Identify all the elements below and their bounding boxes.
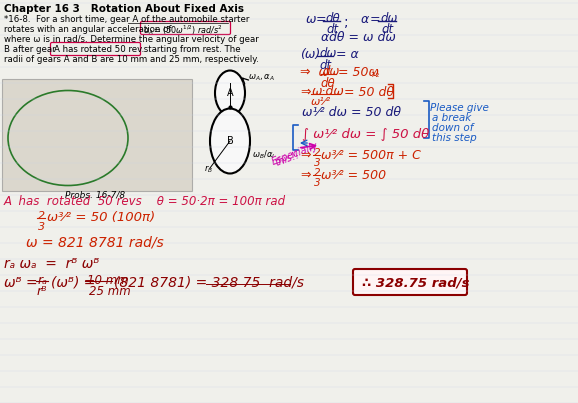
Text: 2: 2	[314, 148, 321, 158]
Text: dω: dω	[319, 47, 336, 60]
Text: 3: 3	[38, 222, 45, 232]
Text: =: =	[370, 13, 381, 26]
Text: ∫ ω¹⁄² dω = ∫ 50 dθ: ∫ ω¹⁄² dω = ∫ 50 dθ	[302, 127, 429, 140]
Text: = 50 dθ: = 50 dθ	[344, 86, 394, 99]
Text: dθ: dθ	[325, 12, 340, 25]
Text: Especially: Especially	[270, 141, 320, 167]
Text: dθ: dθ	[320, 77, 335, 90]
Text: A  has  rotated  50 revs    θ = 50·2π = 100π rad: A has rotated 50 revs θ = 50·2π = 100π r…	[4, 195, 286, 208]
Text: dω: dω	[322, 65, 339, 78]
Text: $\omega_B/\alpha_l$: $\omega_B/\alpha_l$	[252, 149, 275, 161]
Text: ∴ 328.75 rad/s: ∴ 328.75 rad/s	[362, 277, 469, 290]
Text: dω: dω	[380, 12, 397, 25]
Ellipse shape	[215, 71, 245, 116]
Text: ω·dω: ω·dω	[312, 85, 345, 98]
Text: ω³⁄² = 50 (100π): ω³⁄² = 50 (100π)	[47, 211, 155, 224]
Text: $r_B$: $r_B$	[204, 163, 213, 175]
Text: $\omega_A, \alpha_A$: $\omega_A, \alpha_A$	[248, 73, 275, 83]
Text: 3: 3	[314, 178, 321, 188]
Text: $\alpha$: $\alpha$	[360, 13, 370, 26]
Text: rᴮ: rᴮ	[37, 285, 47, 298]
Text: rotates with an angular acceleration of: rotates with an angular acceleration of	[4, 25, 172, 34]
Text: $\alpha_A = (50\omega^{1/2})$ rad/s$^2$: $\alpha_A = (50\omega^{1/2})$ rad/s$^2$	[143, 23, 223, 37]
Ellipse shape	[210, 108, 250, 174]
Text: Probs. 16-7/8: Probs. 16-7/8	[65, 190, 125, 199]
Text: dt: dt	[326, 23, 338, 36]
Text: 2: 2	[38, 211, 45, 221]
Text: Please give: Please give	[430, 103, 489, 113]
Text: dθ = ω dω: dθ = ω dω	[329, 31, 396, 44]
Text: = α: = α	[336, 48, 359, 61]
Text: 10 mm: 10 mm	[87, 274, 129, 287]
Text: $\omega$: $\omega$	[305, 13, 317, 26]
Text: ω = 821 8781 rad/s: ω = 821 8781 rad/s	[26, 236, 164, 250]
Text: ω³⁄² = 500: ω³⁄² = 500	[321, 169, 386, 182]
Text: ωᴮ =: ωᴮ =	[4, 276, 38, 290]
Text: (821 8781) = 328 75  rad/s: (821 8781) = 328 75 rad/s	[114, 276, 304, 290]
Text: $\alpha$: $\alpha$	[320, 31, 330, 44]
Text: starting from rest. The: starting from rest. The	[141, 45, 240, 54]
Text: B: B	[227, 136, 234, 146]
Text: this step: this step	[432, 133, 477, 143]
Text: (ω): (ω)	[300, 48, 320, 61]
Text: =: =	[316, 13, 327, 26]
Text: dt: dt	[381, 23, 393, 36]
Text: (ωᴮ) =: (ωᴮ) =	[51, 276, 95, 290]
Text: A has rotated 50 rev.: A has rotated 50 rev.	[54, 45, 144, 54]
Text: rₐ ωₐ  =  rᴮ ωᴮ: rₐ ωₐ = rᴮ ωᴮ	[4, 257, 99, 271]
Text: ⇒: ⇒	[300, 149, 310, 162]
Text: = 50ω: = 50ω	[338, 66, 379, 79]
Text: ⇒  ω: ⇒ ω	[300, 66, 329, 79]
FancyBboxPatch shape	[353, 269, 467, 295]
Text: *16-8.  For a short time, gear A of the automobile starter: *16-8. For a short time, gear A of the a…	[4, 15, 249, 24]
FancyBboxPatch shape	[2, 79, 192, 191]
Text: 25 mm: 25 mm	[89, 285, 131, 298]
Text: 2: 2	[314, 168, 321, 178]
Text: this!!: this!!	[274, 150, 302, 168]
Text: dt: dt	[319, 59, 331, 72]
Text: 3: 3	[314, 158, 321, 168]
Text: ¹⁄₂: ¹⁄₂	[370, 69, 379, 79]
Text: where ω is in rad/s. Determine the angular velocity of gear: where ω is in rad/s. Determine the angul…	[4, 35, 259, 44]
Text: down of: down of	[432, 123, 473, 133]
Text: Chapter 16 3   Rotation About Fixed Axis: Chapter 16 3 Rotation About Fixed Axis	[4, 4, 244, 14]
Text: radii of gears A and B are 10 mm and 25 mm, respectively.: radii of gears A and B are 10 mm and 25 …	[4, 55, 259, 64]
Text: A: A	[227, 88, 234, 98]
Text: ω³⁄² = 500π + C: ω³⁄² = 500π + C	[321, 149, 421, 162]
Text: rₐ: rₐ	[38, 274, 48, 287]
Text: ω¹⁄² dω = 50 dθ: ω¹⁄² dω = 50 dθ	[302, 106, 401, 119]
Text: ω¹⁄²: ω¹⁄²	[311, 97, 331, 107]
Text: ⇒: ⇒	[300, 86, 310, 99]
Text: B after gear: B after gear	[4, 45, 55, 54]
Text: ;: ;	[344, 15, 349, 29]
Text: ⇒: ⇒	[300, 169, 310, 182]
Text: a break: a break	[432, 113, 471, 123]
